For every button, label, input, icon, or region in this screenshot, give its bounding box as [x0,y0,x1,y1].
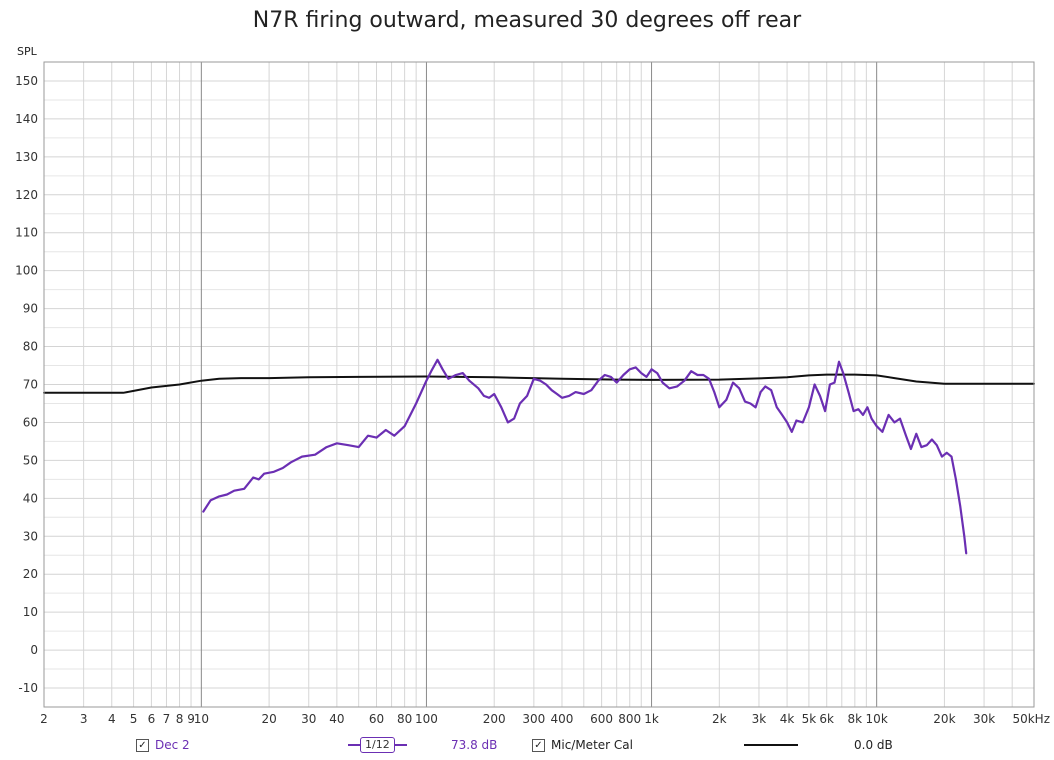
x-tick-label: 20 [261,712,276,726]
y-tick-label: 130 [15,150,38,164]
y-tick-label: 0 [30,643,38,657]
x-tick-label: 5k [802,712,817,726]
x-tick-label: 10k [866,712,888,726]
cal-value: 0.0 dB [854,738,893,752]
y-tick-label: 110 [15,226,38,240]
x-tick-label: 8 [176,712,184,726]
y-tick-label: 90 [23,302,38,316]
y-tick-label: 70 [23,378,38,392]
y-tick-label: 80 [23,340,38,354]
series-line-dec-2 [202,358,968,555]
y-tick-label: 140 [15,112,38,126]
x-tick-label: 200 [483,712,506,726]
plot-frame [43,61,1035,708]
dec2-value: 73.8 dB [451,738,498,752]
curves [43,358,1035,555]
y-tick-label: 60 [23,415,38,429]
legend-smoothing[interactable]: 1/12 [348,736,407,754]
y-tick-label: 120 [15,188,38,202]
x-tick-label: 7 [163,712,171,726]
frequency-response-chart: -10 0 10 20 30 40 50 60 70 80 90 100 110 120 130 140 150… [15,45,1050,726]
x-tick-label: 4 [108,712,116,726]
cal-line-swatch [744,744,798,746]
smoothing-line-right [394,744,407,746]
grid [43,61,1035,708]
x-tick-label: 3k [752,712,767,726]
dec2-checkbox[interactable]: ✓ [136,738,149,752]
x-tick-label: 3 [80,712,88,726]
x-tick-label: 1k [644,712,659,726]
y-tick-label: 20 [23,567,38,581]
cal-label: Mic/Meter Cal [551,738,633,752]
y-tick-label: 50 [23,453,38,467]
smoothing-line-left [348,744,360,746]
x-tick-label: 30k [973,712,995,726]
legend-cal-value: 0.0 dB [854,736,893,754]
dec2-label: Dec 2 [155,738,190,752]
y-tick-label: -10 [18,681,38,695]
x-tick-label: 4k [780,712,795,726]
legend-dec2-value: 73.8 dB [451,736,497,754]
x-tick-label: 2 [40,712,48,726]
x-tick-label: 10 [194,712,209,726]
x-tick-label: 800 [618,712,641,726]
x-tick-label: 100 [415,712,438,726]
x-tick-label: 6 [148,712,156,726]
y-axis-label: SPL [17,45,38,58]
x-tick-label: 300 [522,712,545,726]
y-tick-label: 150 [15,74,38,88]
x-tick-label: 9 [187,712,195,726]
legend-cal[interactable]: ✓ Mic/Meter Cal [532,736,633,754]
x-tick-label: 80 [397,712,412,726]
y-tick-label: 10 [23,605,38,619]
x-tick-label: 60 [369,712,384,726]
cal-checkbox[interactable]: ✓ [532,738,545,752]
x-tick-label: 30 [301,712,316,726]
x-axis-ticks: 2 3 4 5 6 7 8 910 20 30 40 60 80 100 200 300 400 600 800 1k… [40,712,1050,726]
smoothing-badge[interactable]: 1/12 [360,737,395,753]
series-line-mic-meter-cal [43,373,1035,394]
legend-cal-line [744,736,798,754]
x-tick-label: 8k [848,712,863,726]
y-tick-label: 40 [23,491,38,505]
x-tick-label: 400 [551,712,574,726]
x-tick-label: 20k [933,712,955,726]
x-tick-label: 600 [590,712,613,726]
chart-title: N7R firing outward, measured 30 degrees … [252,8,802,33]
x-tick-label: 50kHz [1012,712,1050,726]
x-tick-label: 40 [329,712,344,726]
y-tick-label: 100 [15,264,38,278]
x-tick-label: 5 [130,712,138,726]
y-tick-label: 30 [23,529,38,543]
legend-dec2[interactable]: ✓ Dec 2 [136,736,190,754]
x-tick-label: 6k [819,712,834,726]
x-tick-label: 2k [712,712,727,726]
y-axis-ticks: -10 0 10 20 30 40 50 60 70 80 90 100 110 120 130 140 150 [15,74,38,695]
